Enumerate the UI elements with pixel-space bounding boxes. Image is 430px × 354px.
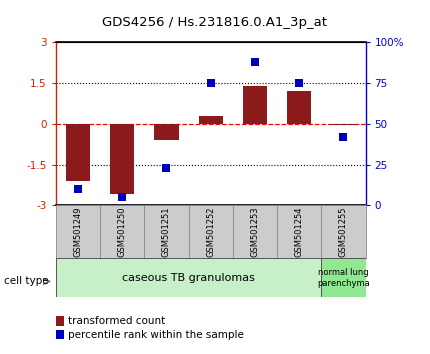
Bar: [199, 116, 223, 124]
Point: [207, 80, 214, 86]
Bar: [66, 124, 90, 181]
Bar: [233, 205, 277, 258]
Bar: [189, 205, 233, 258]
Point: [163, 165, 170, 171]
Point: [296, 80, 303, 86]
Text: normal lung
parenchyma: normal lung parenchyma: [317, 268, 370, 287]
Text: GSM501255: GSM501255: [339, 207, 348, 257]
Bar: [56, 205, 100, 258]
Bar: [154, 124, 178, 140]
Text: GSM501252: GSM501252: [206, 207, 215, 257]
Text: GSM501251: GSM501251: [162, 207, 171, 257]
Point: [340, 134, 347, 140]
Text: GSM501254: GSM501254: [295, 207, 304, 257]
Point: [252, 59, 258, 65]
Text: GSM501250: GSM501250: [118, 207, 127, 257]
Text: percentile rank within the sample: percentile rank within the sample: [68, 330, 244, 339]
Bar: [321, 205, 366, 258]
Text: transformed count: transformed count: [68, 316, 165, 326]
Bar: [144, 205, 189, 258]
Bar: [277, 205, 321, 258]
Bar: [321, 258, 366, 297]
Bar: [56, 258, 321, 297]
Text: caseous TB granulomas: caseous TB granulomas: [122, 273, 255, 283]
Bar: [100, 205, 144, 258]
Bar: [287, 91, 311, 124]
Text: GSM501253: GSM501253: [250, 206, 259, 257]
Text: GDS4256 / Hs.231816.0.A1_3p_at: GDS4256 / Hs.231816.0.A1_3p_at: [102, 16, 328, 29]
Text: cell type: cell type: [4, 276, 49, 286]
Point: [74, 186, 81, 192]
Point: [119, 194, 126, 200]
Text: GSM501249: GSM501249: [74, 207, 83, 257]
Bar: [110, 124, 135, 194]
Bar: [243, 86, 267, 124]
Bar: [331, 124, 356, 125]
